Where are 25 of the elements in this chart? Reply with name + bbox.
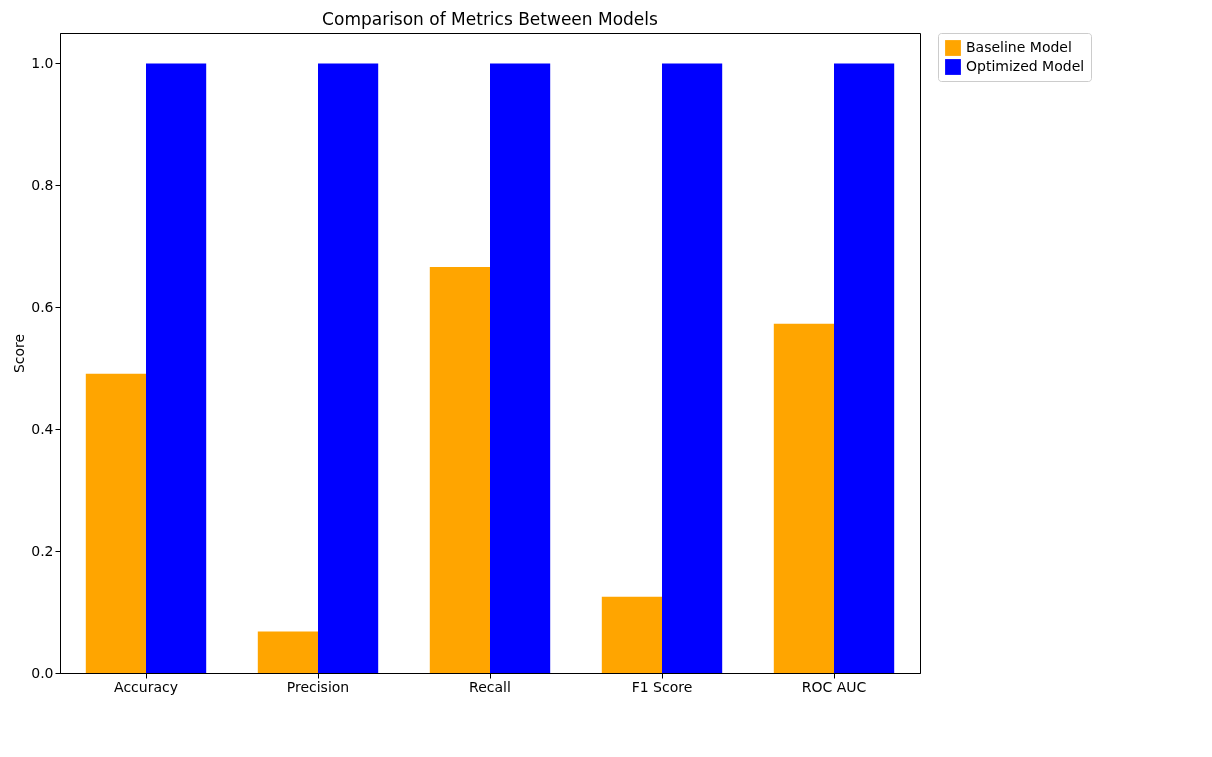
legend-label: Optimized Model (966, 58, 1085, 74)
bar (85, 373, 146, 673)
y-tick-label: 0.4 (31, 420, 54, 437)
bar (257, 631, 318, 673)
bar (146, 63, 207, 673)
y-tick-label: 0.2 (31, 542, 54, 559)
y-tick-label: 1.0 (31, 54, 54, 71)
y-axis-title: Score (11, 333, 28, 374)
y-tick-label: 0.6 (31, 298, 54, 315)
legend-label: Baseline Model (966, 39, 1072, 55)
bar (490, 63, 551, 673)
bar (429, 267, 490, 673)
x-tick-label: Precision (286, 678, 350, 695)
bar (662, 63, 723, 673)
x-tick-label: Recall (469, 678, 511, 695)
x-tick-label: Accuracy (114, 678, 178, 695)
bar (773, 323, 834, 673)
x-tick-label: ROC AUC (801, 678, 867, 695)
y-tick-label: 0.0 (31, 664, 54, 681)
chart-title: Comparison of Metrics Between Models (322, 8, 659, 29)
bar (834, 63, 895, 673)
x-tick-label: F1 Score (631, 678, 693, 695)
bar (601, 596, 662, 673)
y-tick-label: 0.8 (31, 176, 54, 193)
bar (318, 63, 379, 673)
